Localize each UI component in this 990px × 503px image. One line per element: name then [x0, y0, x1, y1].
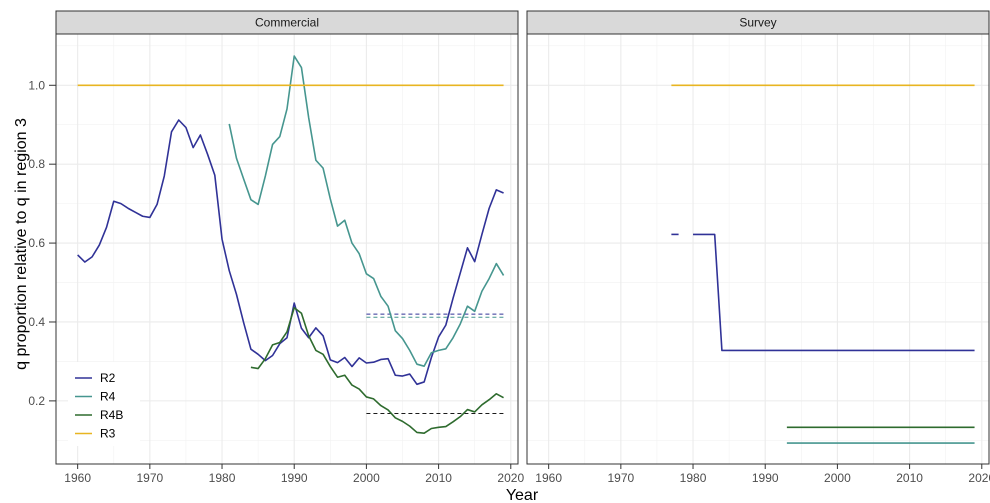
facet-strip-label: Survey	[739, 16, 776, 30]
y-tick-label: 0.6	[28, 236, 45, 250]
x-tick-label: 2000	[824, 471, 851, 485]
facet-panel-commercial: Commercial 1960 1970 1980 1990 2000 2010 2020	[55, 10, 524, 485]
y-axis-title: q proportion relative to q in region 3	[13, 118, 30, 370]
legend-label-r4: R4	[100, 390, 116, 404]
panel-border	[55, 33, 519, 465]
x-tick-label: 2020	[497, 471, 524, 485]
legend-label-r4b: R4B	[100, 408, 123, 422]
x-tick-label: 1990	[752, 471, 779, 485]
y-tick-label: 0.8	[28, 157, 45, 171]
series-line-r4	[228, 55, 505, 367]
x-tick-label: 1970	[136, 471, 163, 485]
x-tick-label: 1980	[680, 471, 707, 485]
x-tick-label: 2000	[353, 471, 380, 485]
x-tick-label: 1980	[209, 471, 236, 485]
series-line-r4b	[250, 306, 504, 435]
legend-label-r2: R2	[100, 371, 116, 385]
legend-background	[68, 362, 140, 446]
y-tick-label: 0.2	[28, 394, 45, 408]
x-tick-label: 2010	[896, 471, 923, 485]
x-tick-label: 1970	[607, 471, 634, 485]
legend: R2 R4 R4B R3	[68, 362, 140, 446]
x-tick-label: 2010	[425, 471, 452, 485]
x-tick-label: 1960	[64, 471, 91, 485]
x-tick-label: 1960	[535, 471, 562, 485]
facet-strip-label: Commercial	[255, 16, 319, 30]
panel-background	[527, 34, 989, 464]
panel-border	[526, 33, 990, 465]
y-tick-label: 0.4	[28, 315, 45, 329]
series-line-r2	[693, 233, 975, 352]
y-tick-label: 1.0	[28, 78, 45, 92]
x-tick-label: 2020	[968, 471, 990, 485]
facet-panel-survey: Survey 1960 1970 1980 1990 2000 2010 2020	[526, 10, 990, 485]
legend-label-r3: R3	[100, 427, 116, 441]
x-axis-title: Year	[506, 487, 539, 503]
x-tick-label: 1990	[281, 471, 308, 485]
